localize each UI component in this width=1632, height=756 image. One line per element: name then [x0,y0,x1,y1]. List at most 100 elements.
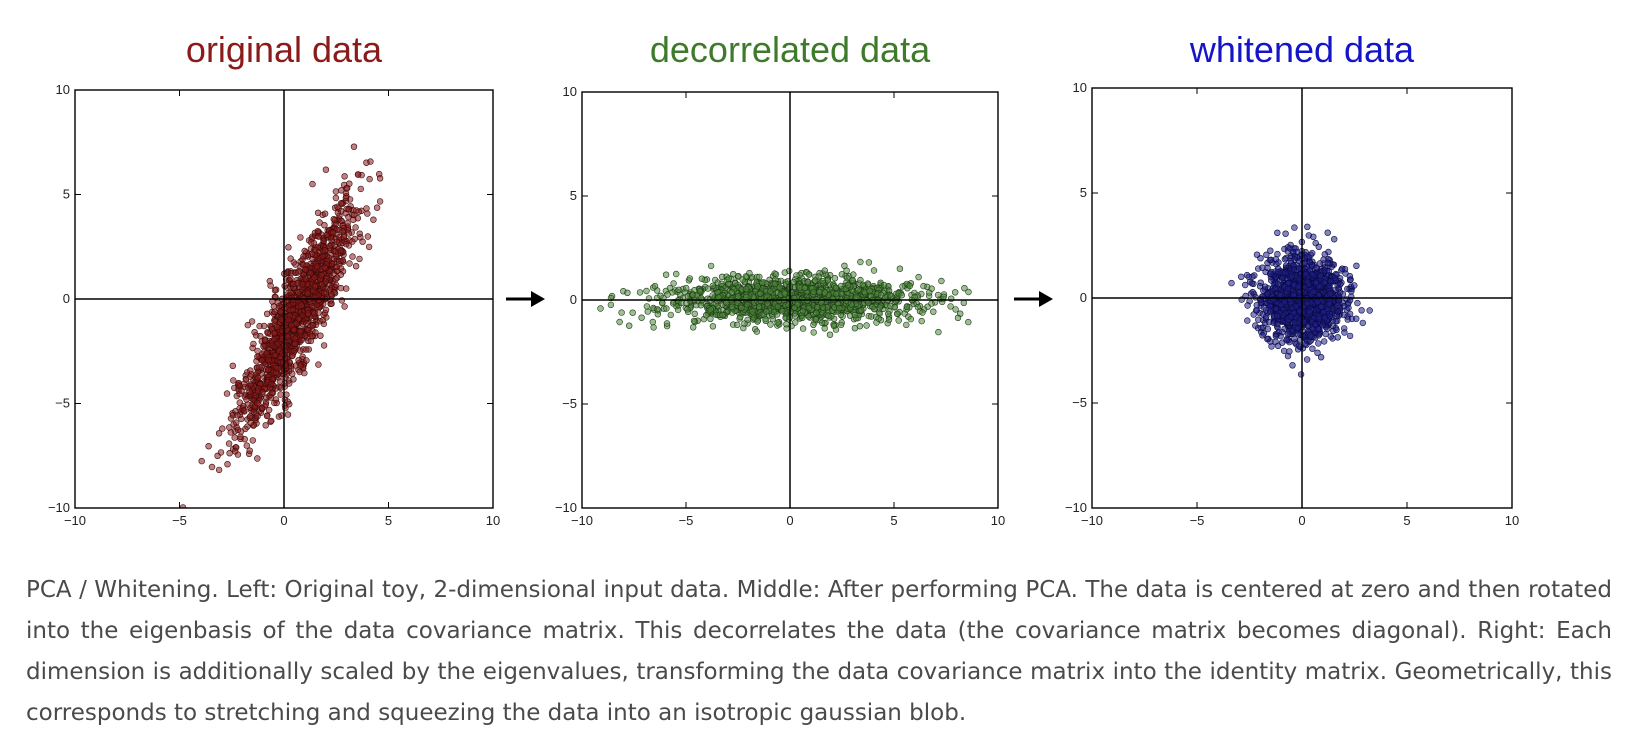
data-point [1315,340,1322,347]
data-point [649,318,656,326]
data-point [825,312,832,319]
data-point [321,264,328,271]
data-point [1315,315,1323,322]
data-point [947,303,954,310]
data-point [1333,326,1340,333]
data-point [318,281,326,288]
data-point [1249,288,1256,296]
data-point [1265,319,1273,326]
x-tick-label: 0 [280,513,287,528]
data-point [205,443,212,450]
data-point [297,347,304,354]
data-point [302,275,309,282]
data-point [301,369,308,377]
data-point [1309,345,1316,352]
data-point [1353,262,1360,269]
data-point [732,280,739,287]
data-point [880,282,888,289]
data-point [674,306,682,314]
data-point [297,362,304,369]
data-point [223,390,231,397]
data-point [1023,292,1029,298]
data-point [869,303,876,311]
data-point [855,286,862,293]
data-point [1303,253,1311,260]
data-point [801,284,808,292]
data-point [1312,264,1320,271]
data-point [644,308,651,315]
data-point [1307,332,1314,339]
data-point [265,406,273,414]
data-point [1304,278,1311,285]
data-point [728,289,735,296]
data-point [876,304,883,311]
data-point [856,323,864,330]
data-point [799,307,807,315]
data-point [303,357,310,364]
data-point [284,332,292,340]
data-point [345,230,352,237]
data-point [1289,362,1296,369]
x-tick-label: −10 [64,513,86,528]
data-point [1244,317,1251,324]
data-point [1252,322,1259,329]
arrow-right-icon [1014,291,1053,307]
data-point [215,510,221,516]
data-point [373,204,381,211]
data-point [935,328,942,336]
x-tick-label: 5 [385,513,392,528]
data-point [363,205,370,212]
data-point [1327,333,1335,340]
data-point [1358,307,1365,314]
data-point [833,290,840,298]
data-point [271,287,279,294]
data-point [249,437,257,444]
data-point [675,286,682,293]
data-point [357,185,364,193]
data-point [1272,333,1280,340]
data-point [1228,279,1235,287]
y-tick-label: 0 [570,292,577,307]
data-point [865,259,873,266]
data-point [1284,285,1292,292]
data-point [341,173,348,180]
data-point [670,280,677,287]
data-point [349,238,356,245]
data-point [654,306,661,313]
y-tick-label: −5 [55,396,70,411]
data-point [257,381,264,388]
data-point [651,282,659,290]
data-point [284,411,292,418]
data-point [709,323,717,330]
data-point [1312,239,1319,247]
data-point [714,288,721,296]
data-point [260,322,268,330]
data-point [907,315,914,323]
data-point [1304,322,1312,330]
data-point [683,300,690,307]
data-point [686,275,693,282]
data-point [844,274,851,282]
data-point [290,259,297,266]
x-tick-label: −5 [1190,513,1205,528]
data-point [282,362,289,369]
data-point [307,270,314,277]
data-point [297,234,304,241]
data-point [1287,257,1295,265]
data-point [851,311,859,319]
data-point [866,287,873,295]
data-point [339,257,346,264]
data-point [1261,283,1269,290]
data-point [1267,338,1274,345]
data-point [217,449,225,456]
data-point [663,320,671,327]
data-point [707,262,715,270]
data-point [1301,340,1309,348]
data-point [294,269,302,276]
data-point [952,306,959,313]
data-point [272,369,280,376]
data-point [366,175,373,183]
data-point [1304,299,1311,307]
data-point [891,304,898,311]
data-point [267,380,275,387]
